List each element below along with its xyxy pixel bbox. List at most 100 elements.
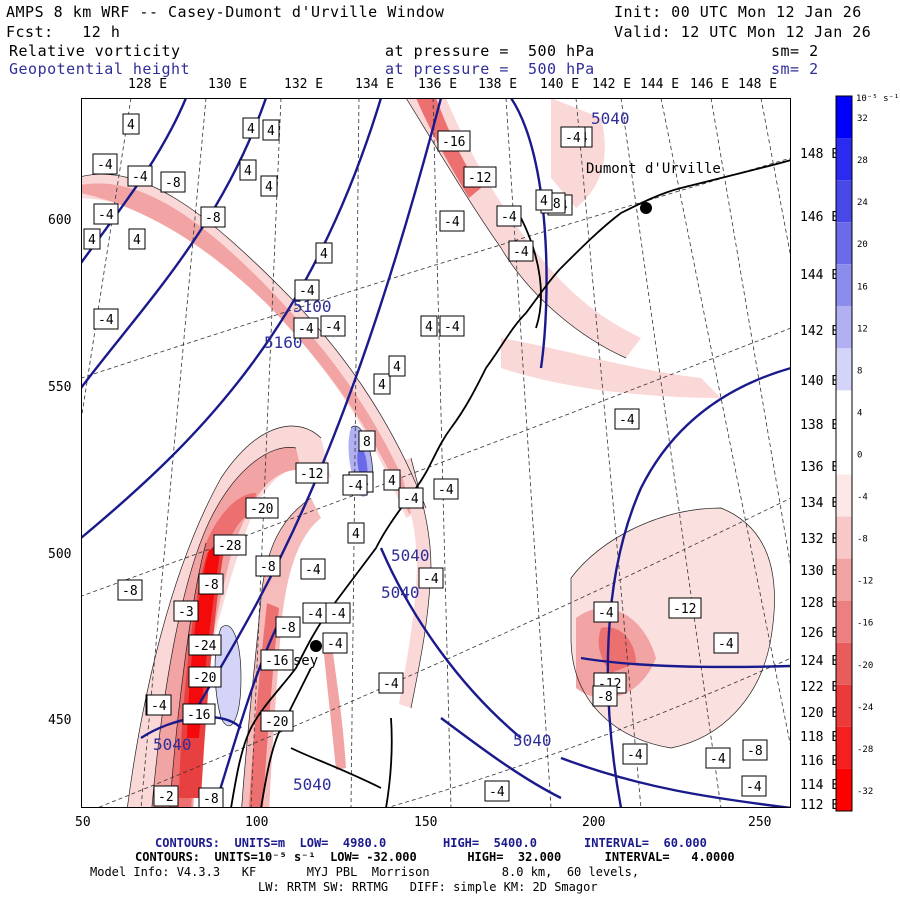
svg-text:-4: -4 <box>305 563 321 578</box>
right-longitude-label: 140 E <box>800 374 840 389</box>
svg-text:4: 4 <box>320 247 328 262</box>
svg-text:-4: -4 <box>565 131 581 146</box>
svg-text:-4: -4 <box>627 748 643 763</box>
physics-info: LW: RRTM SW: RRTMG DIFF: simple KM: 2D S… <box>258 880 598 894</box>
svg-text:-8: -8 <box>122 584 138 599</box>
colorbar-swatch <box>836 684 852 727</box>
vorticity-label: -8 <box>275 616 301 638</box>
colorbar-swatch <box>836 180 852 223</box>
vorticity-label: -8 <box>200 206 226 228</box>
field-vorticity-smoothing: sm= 2 <box>771 42 819 60</box>
y-axis-tick-label: 550 <box>48 380 72 395</box>
svg-text:-4: -4 <box>327 637 343 652</box>
right-longitude-label: 126 E <box>800 626 840 641</box>
vorticity-label: -20 <box>260 710 294 732</box>
vorticity-label: -16 <box>437 130 471 152</box>
colorbar-tick-label: -24 <box>857 703 873 713</box>
vorticity-label: -16 <box>260 649 294 671</box>
top-longitude-label: 140 E <box>540 77 580 92</box>
svg-text:-8: -8 <box>260 560 276 575</box>
svg-text:-8: -8 <box>203 792 219 807</box>
vorticity-label: -4 <box>418 567 444 589</box>
vorticity-label: -4 <box>622 743 648 765</box>
svg-text:4: 4 <box>388 474 396 489</box>
svg-text:-16: -16 <box>265 654 288 669</box>
colorbar-swatch <box>836 390 852 433</box>
vorticity-label: 4 <box>128 228 146 250</box>
top-longitude-label: 130 E <box>208 77 248 92</box>
vorticity-label: -4 <box>713 632 739 654</box>
right-longitude-label: 144 E <box>800 268 840 283</box>
vorticity-label: -4 <box>508 240 534 262</box>
vorticity-label: 4 <box>262 119 280 141</box>
vorticity-label: 4 <box>315 242 333 264</box>
colorbar-swatch <box>836 474 852 517</box>
svg-text:-20: -20 <box>193 671 216 686</box>
svg-text:-4: -4 <box>718 637 734 652</box>
vorticity-label: -4 <box>127 165 153 187</box>
svg-text:4: 4 <box>393 360 401 375</box>
svg-text:-16: -16 <box>442 135 465 150</box>
colorbar-tick-label: -12 <box>857 577 873 587</box>
colorbar-tick-label: -8 <box>857 535 868 545</box>
coastline <box>230 159 791 808</box>
right-longitude-label: 118 E <box>800 730 840 745</box>
vorticity-label: -4 <box>293 317 319 339</box>
height-contours <box>81 98 791 808</box>
height-label: 5040 <box>381 583 420 602</box>
colorbar-tick-label: -20 <box>857 661 873 671</box>
svg-text:-20: -20 <box>265 715 288 730</box>
vorticity-label: -4 <box>322 632 348 654</box>
vorticity-label: -4 <box>433 478 459 500</box>
height-label: 5160 <box>264 333 303 352</box>
field-height-level: at pressure = 500 hPa <box>385 60 595 78</box>
y-axis-tick-label: 600 <box>48 213 72 228</box>
y-axis-tick-label: 500 <box>48 547 72 562</box>
right-longitude-label: 134 E <box>800 496 840 511</box>
colorbar-swatch <box>836 222 852 265</box>
svg-text:4: 4 <box>352 527 360 542</box>
svg-text:-4: -4 <box>299 284 315 299</box>
vorticity-label: -4 <box>93 203 119 225</box>
svg-text:4: 4 <box>378 378 386 393</box>
vorticity-label: 4 <box>420 315 438 337</box>
svg-text:-4: -4 <box>97 158 113 173</box>
top-longitude-label: 148 E <box>738 77 778 92</box>
svg-text:4: 4 <box>88 233 96 248</box>
colorbar-tick-label: 20 <box>857 240 868 250</box>
height-contour-info: CONTOURS: UNITS=m LOW= 4980.0 <box>155 836 387 850</box>
svg-text:4: 4 <box>425 320 433 335</box>
vorticity-label: -4 <box>300 558 326 580</box>
vorticity-label: -4 <box>593 601 619 623</box>
colorbar: 32 28 24 20 16 12 8 4 0 -4 -8 -12 -16 -20 -24 -28 -32 <box>835 95 873 812</box>
top-longitude-label: 142 E <box>592 77 632 92</box>
vorticity-label: 4 <box>83 228 101 250</box>
vorticity-label: -4 <box>705 747 731 769</box>
svg-text:4: 4 <box>267 124 275 139</box>
colorbar-tick-label: 24 <box>857 198 868 208</box>
vorticity-label: 4 <box>373 373 391 395</box>
vorticity-label: -4 <box>439 315 465 337</box>
svg-text:-8: -8 <box>203 578 219 593</box>
svg-text:-28: -28 <box>218 539 241 554</box>
top-longitude-label: 136 E <box>418 77 458 92</box>
colorbar-tick-label: -32 <box>857 787 873 797</box>
height-label: 5040 <box>591 109 630 128</box>
svg-text:-4: -4 <box>489 785 505 800</box>
top-longitude-label: 128 E <box>128 77 168 92</box>
colorbar-swatch <box>836 558 852 601</box>
right-longitude-label: 148 E <box>800 147 840 162</box>
colorbar-swatch <box>836 138 852 181</box>
colorbar-swatch <box>836 768 852 811</box>
vorticity-label: -20 <box>188 666 222 688</box>
vorticity-label: -3 <box>173 600 199 622</box>
station-dumont-durville-label: Dumont d'Urville <box>586 161 721 177</box>
x-axis-tick-label: 200 <box>582 815 606 830</box>
station-dumont-durville-marker <box>640 202 652 214</box>
map-title: AMPS 8 km WRF -- Casey-Dumont d'Urville … <box>6 3 445 21</box>
right-longitude-label: 122 E <box>800 680 840 695</box>
right-longitude-label: 124 E <box>800 654 840 669</box>
svg-text:-12: -12 <box>300 467 323 482</box>
svg-text:-4: -4 <box>98 208 114 223</box>
svg-text:-4: -4 <box>598 606 614 621</box>
